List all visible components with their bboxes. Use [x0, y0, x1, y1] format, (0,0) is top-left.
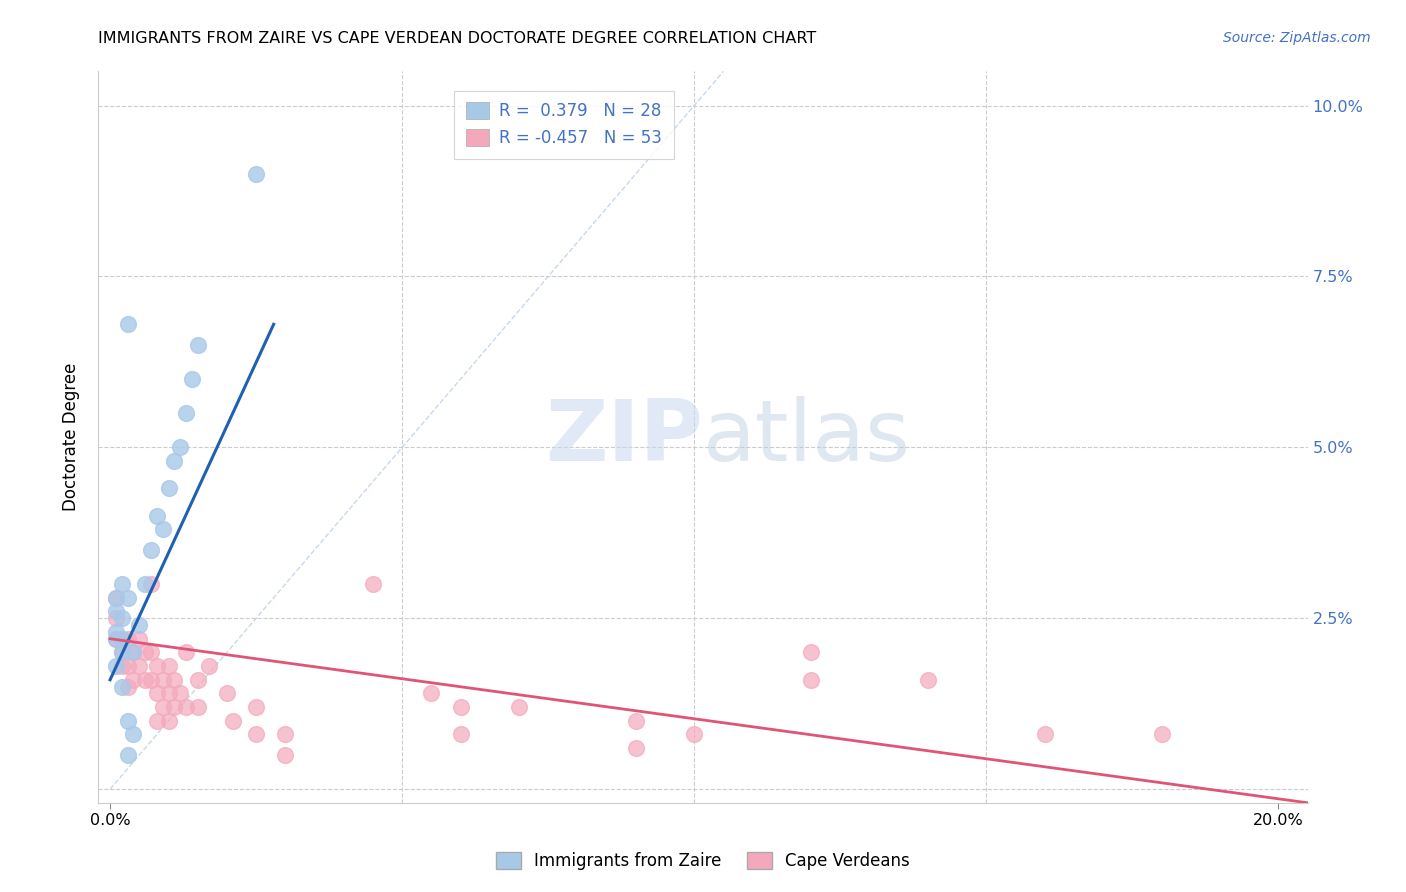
- Point: [117, 747, 139, 762]
- Point: [128, 632, 150, 646]
- Point: [152, 522, 174, 536]
- Point: [111, 645, 134, 659]
- Point: [222, 714, 245, 728]
- Point: [163, 454, 186, 468]
- Point: [146, 659, 169, 673]
- Point: [245, 700, 267, 714]
- Point: [104, 632, 127, 646]
- Point: [111, 645, 134, 659]
- Point: [111, 577, 134, 591]
- Point: [134, 673, 156, 687]
- Point: [111, 611, 134, 625]
- Point: [134, 645, 156, 659]
- Point: [122, 673, 145, 687]
- Point: [508, 700, 530, 714]
- Point: [111, 632, 134, 646]
- Point: [104, 591, 127, 605]
- Point: [187, 700, 209, 714]
- Y-axis label: Doctorate Degree: Doctorate Degree: [62, 363, 80, 511]
- Point: [157, 481, 180, 495]
- Point: [157, 686, 180, 700]
- Legend: R =  0.379   N = 28, R = -0.457   N = 53: R = 0.379 N = 28, R = -0.457 N = 53: [454, 91, 673, 159]
- Point: [104, 659, 127, 673]
- Text: atlas: atlas: [703, 395, 911, 479]
- Point: [146, 508, 169, 523]
- Point: [117, 659, 139, 673]
- Legend: Immigrants from Zaire, Cape Verdeans: Immigrants from Zaire, Cape Verdeans: [489, 845, 917, 877]
- Point: [117, 680, 139, 694]
- Point: [104, 611, 127, 625]
- Point: [111, 659, 134, 673]
- Point: [139, 542, 162, 557]
- Point: [163, 673, 186, 687]
- Point: [800, 673, 823, 687]
- Point: [198, 659, 221, 673]
- Point: [174, 700, 197, 714]
- Point: [104, 604, 127, 618]
- Point: [104, 632, 127, 646]
- Point: [128, 659, 150, 673]
- Point: [245, 727, 267, 741]
- Point: [245, 167, 267, 181]
- Point: [111, 680, 134, 694]
- Point: [274, 747, 297, 762]
- Point: [450, 727, 472, 741]
- Point: [152, 700, 174, 714]
- Point: [274, 727, 297, 741]
- Point: [122, 645, 145, 659]
- Point: [174, 645, 197, 659]
- Point: [800, 645, 823, 659]
- Point: [117, 714, 139, 728]
- Point: [917, 673, 939, 687]
- Point: [215, 686, 238, 700]
- Point: [683, 727, 706, 741]
- Text: IMMIGRANTS FROM ZAIRE VS CAPE VERDEAN DOCTORATE DEGREE CORRELATION CHART: IMMIGRANTS FROM ZAIRE VS CAPE VERDEAN DO…: [98, 31, 817, 46]
- Point: [134, 577, 156, 591]
- Point: [122, 727, 145, 741]
- Point: [1150, 727, 1173, 741]
- Point: [146, 714, 169, 728]
- Point: [1033, 727, 1056, 741]
- Point: [180, 372, 202, 386]
- Point: [624, 741, 647, 756]
- Point: [117, 318, 139, 332]
- Point: [174, 406, 197, 420]
- Text: ZIP: ZIP: [546, 395, 703, 479]
- Point: [169, 686, 191, 700]
- Point: [169, 440, 191, 454]
- Point: [187, 673, 209, 687]
- Point: [157, 714, 180, 728]
- Point: [361, 577, 384, 591]
- Point: [122, 645, 145, 659]
- Point: [104, 624, 127, 639]
- Point: [117, 591, 139, 605]
- Point: [163, 700, 186, 714]
- Point: [146, 686, 169, 700]
- Point: [104, 591, 127, 605]
- Point: [139, 577, 162, 591]
- Point: [139, 645, 162, 659]
- Point: [624, 714, 647, 728]
- Point: [450, 700, 472, 714]
- Point: [139, 673, 162, 687]
- Point: [128, 618, 150, 632]
- Point: [420, 686, 443, 700]
- Point: [157, 659, 180, 673]
- Point: [187, 338, 209, 352]
- Point: [152, 673, 174, 687]
- Text: Source: ZipAtlas.com: Source: ZipAtlas.com: [1223, 31, 1371, 45]
- Point: [111, 632, 134, 646]
- Point: [117, 632, 139, 646]
